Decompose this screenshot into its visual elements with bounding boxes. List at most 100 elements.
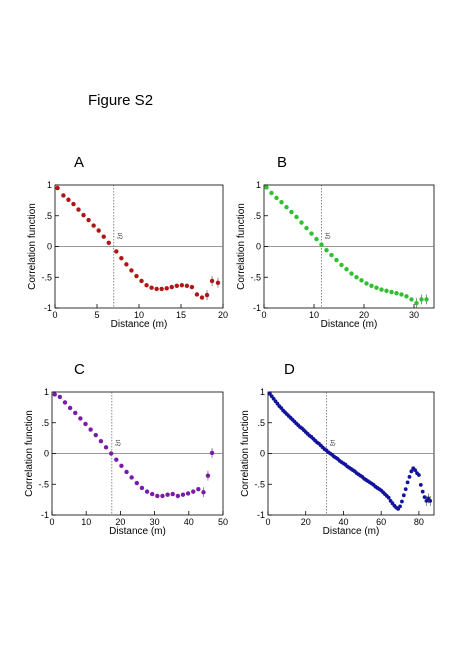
x-tick-label: 20 — [115, 517, 125, 527]
data-point — [96, 228, 101, 233]
data-point — [184, 283, 190, 289]
xi-marker-label: ξrt — [116, 439, 122, 446]
data-point — [422, 495, 427, 500]
data-point — [399, 292, 404, 297]
x-tick-label: 10 — [81, 517, 91, 527]
data-point — [374, 285, 379, 290]
data-point — [67, 405, 73, 411]
y-axis-label: Correlation function — [24, 410, 35, 497]
panel-label-a: A — [74, 154, 85, 171]
data-point — [106, 240, 111, 246]
data-point — [409, 297, 414, 302]
data-point — [119, 463, 124, 468]
y-tick-label: 0 — [47, 242, 52, 252]
panel-label-b: B — [277, 154, 288, 171]
data-point — [344, 267, 349, 272]
data-point — [304, 225, 309, 231]
data-point — [93, 432, 98, 438]
data-point — [394, 291, 399, 296]
data-point — [369, 283, 374, 289]
data-point — [403, 487, 408, 492]
data-point — [400, 499, 404, 504]
y-tick-label: -1 — [41, 510, 49, 520]
data-point — [81, 212, 86, 218]
panel-label-d: D — [284, 361, 295, 378]
x-tick-label: 10 — [309, 310, 319, 320]
x-tick-label: 0 — [49, 517, 54, 527]
data-point — [274, 195, 279, 201]
data-point — [144, 489, 150, 494]
data-point — [419, 297, 424, 302]
data-point — [91, 223, 96, 228]
data-point — [401, 493, 406, 498]
data-point — [349, 271, 354, 276]
y-tick-label: -.5 — [41, 272, 52, 282]
data-point — [134, 273, 139, 279]
x-tick-label: 30 — [409, 310, 419, 320]
x-tick-label: 80 — [414, 517, 424, 527]
data-point — [428, 498, 433, 503]
data-point — [379, 287, 384, 292]
y-tick-label: -1 — [253, 303, 261, 313]
data-point — [384, 288, 389, 293]
data-point — [114, 457, 119, 462]
data-point — [420, 489, 425, 494]
data-point — [209, 278, 215, 284]
data-point — [418, 482, 423, 487]
data-point — [57, 394, 63, 400]
y-tick-label: 0 — [256, 242, 261, 252]
x-tick-label: 0 — [265, 517, 270, 527]
y-tick-label: .5 — [257, 418, 265, 428]
y-tick-label: .5 — [253, 211, 261, 221]
x-axis-label: Distance (m) — [111, 319, 168, 330]
y-tick-label: 1 — [260, 387, 265, 397]
data-point — [284, 204, 289, 210]
x-tick-label: 0 — [261, 310, 266, 320]
data-point — [98, 439, 104, 444]
y-tick-label: -.5 — [250, 272, 261, 282]
x-tick-label: 30 — [150, 517, 160, 527]
data-point — [289, 209, 294, 215]
data-point — [129, 475, 134, 480]
data-point — [150, 491, 155, 497]
data-point — [334, 257, 339, 263]
data-point — [409, 469, 414, 474]
data-point — [215, 280, 221, 285]
data-point — [329, 252, 334, 258]
data-point — [309, 231, 314, 236]
data-point — [101, 234, 106, 239]
data-point — [191, 489, 196, 494]
data-point — [189, 284, 195, 290]
x-tick-label: 50 — [218, 517, 228, 527]
data-point — [205, 473, 211, 478]
data-point — [73, 410, 78, 416]
data-point — [165, 492, 170, 497]
data-point — [164, 286, 169, 291]
data-point — [407, 474, 412, 479]
y-axis-label: Correlation function — [240, 410, 251, 497]
data-point — [404, 294, 409, 299]
data-point — [114, 249, 119, 254]
x-axis-label: Distance (m) — [321, 319, 378, 330]
data-point — [155, 493, 160, 499]
y-tick-label: .5 — [44, 211, 52, 221]
x-tick-label: 40 — [338, 517, 348, 527]
data-point — [108, 451, 114, 456]
data-point — [139, 278, 144, 284]
y-tick-label: 1 — [47, 180, 52, 190]
data-point — [424, 297, 429, 302]
x-axis-label: Distance (m) — [109, 526, 166, 537]
x-tick-label: 5 — [94, 310, 99, 320]
data-point — [364, 281, 369, 286]
data-point — [159, 286, 164, 292]
xi-marker-label: ξrt — [326, 232, 332, 239]
data-point — [405, 480, 410, 485]
data-point — [398, 504, 402, 509]
y-tick-label: -1 — [44, 303, 52, 313]
data-point — [83, 421, 88, 427]
data-point — [76, 207, 81, 212]
data-point — [359, 278, 364, 283]
